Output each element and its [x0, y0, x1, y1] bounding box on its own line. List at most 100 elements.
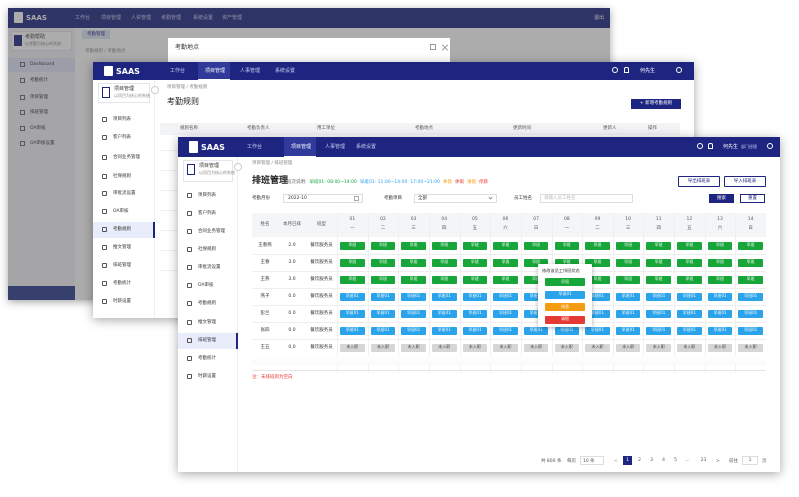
menu-item[interactable]: 考勤统计 — [113, 281, 131, 286]
shift-cell[interactable]: 早班 — [554, 258, 580, 267]
shift-cell[interactable]: 早班 — [370, 258, 396, 267]
shift-cell[interactable]: 早班01 — [585, 309, 610, 318]
shift-cell[interactable]: 早班01 — [677, 292, 702, 301]
month-input[interactable] — [283, 194, 363, 203]
menu-item[interactable]: 推文管理 — [198, 320, 216, 325]
nav-item[interactable]: 人事管理 — [240, 68, 261, 74]
shift-cell[interactable]: 早班01 — [462, 326, 488, 335]
shift-cell[interactable]: 早班01 — [340, 292, 365, 301]
menu-item[interactable]: Dashboard — [30, 62, 55, 67]
shift-cell[interactable]: 未入职 — [370, 343, 396, 352]
shift-cell[interactable]: 早班01 — [707, 326, 733, 335]
shift-cell[interactable]: 早班 — [707, 258, 733, 267]
shift-cell[interactable]: 早班01 — [401, 326, 426, 335]
nav-item[interactable]: 人资管理 — [131, 15, 152, 21]
shift-cell[interactable]: 早班01 — [707, 292, 733, 301]
shift-cell[interactable]: 早班 — [462, 275, 488, 284]
shift-cell[interactable]: 未入职 — [707, 343, 733, 352]
nav-item[interactable]: 项目管理 — [291, 144, 312, 150]
shift-cell[interactable]: 早班01 — [523, 292, 549, 301]
menu-item[interactable]: 排班管理 — [198, 338, 216, 343]
menu-item[interactable]: 排班管理 — [30, 110, 48, 115]
shift-cell[interactable]: 早班01 — [462, 292, 488, 301]
shift-cell[interactable]: 早班 — [401, 258, 426, 267]
shift-cell[interactable]: 未入职 — [431, 343, 457, 352]
status-option[interactable]: 早班01 — [545, 290, 585, 299]
import-button[interactable]: 导入排班表 — [724, 176, 766, 187]
shift-cell[interactable]: 早班01 — [615, 326, 641, 335]
name-input[interactable] — [540, 194, 633, 203]
menu-item[interactable]: 客户列表 — [113, 135, 131, 140]
search-button[interactable]: 搜索 — [709, 194, 734, 203]
shift-cell[interactable]: 早班 — [677, 241, 702, 250]
page-number[interactable]: 4 — [662, 457, 665, 463]
shift-cell[interactable]: 早班01 — [646, 309, 672, 318]
shift-cell[interactable]: 早班 — [340, 241, 365, 250]
shift-cell[interactable]: 早班 — [585, 241, 610, 250]
shift-cell[interactable]: 早班 — [646, 241, 672, 250]
shift-cell[interactable]: 早班01 — [707, 309, 733, 318]
nav-item[interactable]: 项目管理 — [205, 68, 226, 74]
menu-item[interactable]: 审批流设置 — [198, 265, 221, 270]
menu-item[interactable]: OA审核 — [113, 209, 129, 214]
shift-cell[interactable]: 未入职 — [585, 343, 610, 352]
shift-cell[interactable]: 早班 — [340, 258, 365, 267]
shift-cell[interactable]: 早班 — [431, 241, 457, 250]
page-number[interactable]: 2 — [638, 457, 641, 463]
shift-cell[interactable]: 早班01 — [340, 309, 365, 318]
menu-item[interactable]: 审批流设置 — [113, 191, 136, 196]
menu-item[interactable]: 考勤统计 — [30, 78, 48, 83]
shift-cell[interactable]: 早班01 — [493, 326, 518, 335]
shift-cell[interactable]: 早班01 — [462, 309, 488, 318]
nav-item[interactable]: 系统设置 — [275, 68, 296, 74]
shift-cell[interactable]: 早班01 — [646, 292, 672, 301]
shift-cell[interactable]: 早班 — [401, 275, 426, 284]
shift-cell[interactable]: 早班 — [646, 258, 672, 267]
page-number[interactable]: 3 — [650, 457, 653, 463]
menu-item[interactable]: 时薪设置 — [113, 299, 131, 304]
shift-cell[interactable]: 早班 — [554, 241, 580, 250]
page-number[interactable]: 1 — [623, 456, 632, 465]
menu-item[interactable]: 合同业务管理 — [198, 229, 225, 234]
shift-cell[interactable]: 早班01 — [401, 309, 426, 318]
menu-item[interactable]: OA审核设置 — [30, 141, 55, 146]
shift-cell[interactable]: 早班 — [615, 275, 641, 284]
shift-cell[interactable]: 早班 — [738, 241, 763, 250]
shift-cell[interactable]: 未入职 — [646, 343, 672, 352]
shift-cell[interactable]: 早班 — [431, 275, 457, 284]
page-number[interactable]: 23 — [700, 457, 707, 463]
shift-cell[interactable]: 早班01 — [585, 326, 610, 335]
collapse-button[interactable] — [234, 163, 242, 171]
menu-item[interactable]: 排班管理 — [113, 263, 131, 268]
shift-cell[interactable]: 早班01 — [615, 309, 641, 318]
shift-cell[interactable]: 早班 — [401, 241, 426, 250]
menu-item[interactable]: 客户列表 — [198, 211, 216, 216]
shift-cell[interactable]: 早班01 — [370, 309, 396, 318]
add-button[interactable]: + 新增考勤规则 — [631, 99, 681, 109]
menu-item[interactable]: 时薪设置 — [198, 374, 216, 379]
status-option[interactable]: 请假 — [545, 315, 585, 324]
reset-button[interactable]: 重置 — [740, 194, 765, 203]
shift-cell[interactable]: 早班 — [677, 258, 702, 267]
shift-cell[interactable]: 早班 — [462, 258, 488, 267]
shift-cell[interactable]: 早班 — [707, 241, 733, 250]
shift-cell[interactable]: 早班01 — [554, 326, 580, 335]
shift-cell[interactable]: 未入职 — [462, 343, 488, 352]
menu-item[interactable]: 项目列表 — [113, 117, 131, 122]
shift-cell[interactable]: 早班01 — [738, 326, 763, 335]
shift-cell[interactable]: 早班01 — [370, 292, 396, 301]
per-page-select[interactable] — [580, 456, 604, 465]
shift-cell[interactable]: 早班 — [677, 275, 702, 284]
shift-cell[interactable]: 早班 — [585, 275, 610, 284]
menu-item[interactable]: 推文管理 — [113, 245, 131, 250]
page-number[interactable]: ... — [685, 457, 690, 463]
shift-cell[interactable]: 早班 — [462, 241, 488, 250]
shift-cell[interactable]: 未入职 — [615, 343, 641, 352]
shift-cell[interactable]: 未入职 — [554, 343, 580, 352]
shift-cell[interactable]: 早班 — [646, 275, 672, 284]
goto-input[interactable] — [742, 456, 758, 465]
export-button[interactable]: 导出排班表 — [678, 176, 720, 187]
shift-cell[interactable]: 早班 — [707, 275, 733, 284]
shift-cell[interactable]: 早班 — [370, 241, 396, 250]
shift-cell[interactable]: 早班01 — [401, 292, 426, 301]
